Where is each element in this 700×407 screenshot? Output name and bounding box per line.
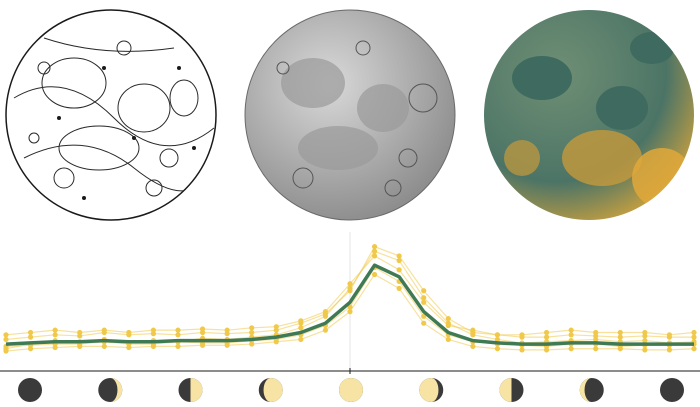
sample-data-point [568, 332, 574, 338]
phase-disc [18, 378, 42, 402]
sample-data-point [224, 327, 230, 333]
sample-data-point [175, 332, 181, 338]
sample-data-point [322, 327, 329, 333]
sample-data-point [249, 329, 255, 336]
sample-data-point [617, 334, 623, 340]
sample-data-point [642, 329, 648, 336]
moon-crater-dots [57, 66, 196, 200]
sample-data-point [3, 348, 9, 354]
moon-views-row [5, 9, 694, 221]
sample-data-point [691, 329, 697, 336]
sample-data-point [445, 315, 451, 322]
sample-data-point [347, 309, 353, 315]
moon-crater-rims [276, 40, 438, 197]
moon-color-elevation [484, 10, 694, 220]
sample-data-point [494, 346, 501, 352]
sample-data-point [126, 329, 132, 336]
sample-data-point [175, 343, 181, 349]
sample-data-point [494, 332, 501, 338]
sample-data-point [396, 253, 402, 259]
phase-waxing-crescent-icon [98, 378, 123, 402]
sample-data-point [347, 281, 353, 287]
sample-data-point [519, 347, 525, 353]
phase-lit-part [499, 378, 512, 402]
chart-series-group [3, 244, 697, 354]
phase-first-quarter-icon [178, 378, 203, 402]
sample-data-point [568, 346, 574, 352]
brightness-chart [3, 232, 697, 368]
phase-waxing-gibbous-icon [258, 378, 283, 402]
phase-lit-part [419, 378, 439, 402]
sample-data-point [371, 271, 378, 278]
phase-lit-part [339, 378, 363, 402]
sample-data-point [421, 299, 427, 305]
phase-lit-part [263, 378, 283, 402]
sample-data-point [175, 327, 181, 333]
sample-data-point [470, 343, 476, 349]
moon-line-drawing [5, 9, 217, 221]
sample-data-point [371, 253, 378, 259]
phase-last-quarter-icon [499, 378, 524, 402]
sample-data-point [249, 325, 255, 331]
sample-data-point [543, 334, 550, 340]
phase-waning-crescent-icon [579, 378, 604, 402]
sample-data-point [322, 309, 329, 315]
phase-disc [660, 378, 684, 402]
sample-data-point [52, 332, 58, 338]
sample-data-point [396, 285, 402, 291]
sample-data-point [77, 329, 83, 336]
sample-data-point [568, 327, 574, 333]
moon-disc-shaded [244, 9, 456, 221]
sample-data-point [298, 336, 304, 343]
phase-new-moon-icon [18, 378, 42, 402]
phase-lit-part [190, 378, 203, 402]
sample-data-point [691, 334, 697, 340]
sample-data-point [494, 336, 501, 343]
phase-new-moon-end-icon [660, 378, 684, 402]
sample-data-point [691, 346, 697, 352]
moon-maria-shading [281, 58, 409, 170]
sample-data-point [347, 288, 353, 294]
sample-data-point [52, 327, 58, 333]
sample-data-point [593, 329, 599, 336]
sample-data-point [150, 327, 157, 333]
sample-data-point [642, 338, 648, 344]
mean-series-line [5, 263, 694, 346]
sample-data-point [27, 334, 34, 340]
sample-data-point [298, 318, 304, 324]
phase-waning-gibbous-icon [419, 378, 444, 402]
sample-data-point [519, 332, 525, 338]
sample-data-point [3, 332, 9, 338]
sample-data-point [421, 320, 427, 326]
sample-data-point [273, 324, 279, 330]
sample-data-point [642, 347, 648, 353]
sample-data-point [445, 336, 451, 343]
sample-data-point [3, 336, 9, 343]
sample-data-point [101, 343, 107, 349]
sample-data-point [199, 326, 206, 332]
sample-data-point [470, 327, 476, 333]
sample-data-point [543, 329, 550, 336]
sample-data-point [666, 347, 673, 353]
phase-lit-part [110, 378, 123, 402]
sample-data-point [445, 322, 451, 329]
sample-data-point [593, 346, 599, 352]
sample-data-point [421, 288, 427, 294]
sample-data-point [27, 329, 34, 336]
phase-lit-part [579, 378, 592, 402]
sample-data-point [666, 332, 673, 338]
sample-data-point [617, 329, 623, 336]
phase-icons-group [18, 378, 684, 402]
sample-data-point [396, 267, 402, 273]
sample-data-point [396, 257, 402, 264]
phase-full-moon-icon [339, 378, 363, 402]
phase-disc [579, 378, 604, 402]
sample-data-point [298, 325, 304, 331]
moon-phase-strip [0, 368, 700, 402]
sample-data-point [371, 244, 378, 250]
sample-data-point [101, 327, 107, 333]
moon-grayscale-relief [244, 9, 456, 221]
phase-disc [98, 378, 123, 402]
sample-data-point [421, 295, 427, 301]
